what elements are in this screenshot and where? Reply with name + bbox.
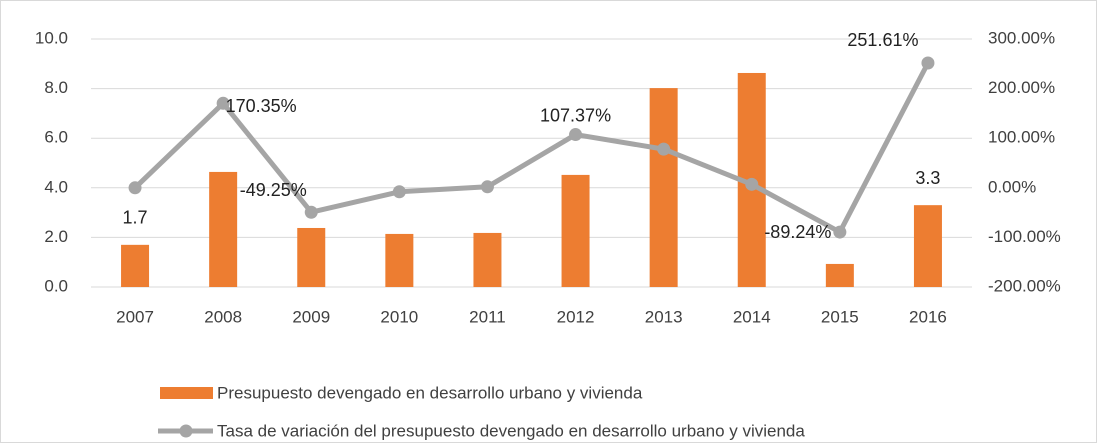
- data-label: 1.7: [123, 208, 148, 228]
- y2-tick-label: 0.00%: [988, 177, 1036, 196]
- x-tick-label: 2015: [821, 307, 859, 326]
- data-label: 170.35%: [226, 96, 297, 116]
- x-tick-label: 2008: [204, 307, 242, 326]
- bar: [297, 227, 326, 287]
- data-label: 107.37%: [540, 105, 611, 125]
- bar: [913, 205, 942, 287]
- line-marker: [480, 180, 494, 194]
- data-label: -89.24%: [764, 222, 831, 242]
- line-marker: [745, 177, 759, 191]
- data-label: -49.25%: [240, 180, 307, 200]
- y-tick-label: 10.0: [35, 28, 68, 47]
- x-tick-label: 2014: [733, 307, 771, 326]
- data-label: 251.61%: [847, 30, 918, 50]
- x-tick-label: 2011: [469, 307, 506, 326]
- line-marker: [569, 128, 583, 142]
- line-marker: [128, 181, 142, 195]
- legend-marker: [179, 424, 193, 438]
- line-marker: [304, 205, 318, 219]
- line-marker: [392, 185, 406, 199]
- bar: [121, 244, 150, 287]
- y2-tick-label: -200.00%: [988, 276, 1061, 295]
- line-marker: [657, 142, 671, 156]
- x-tick-label: 2010: [380, 307, 418, 326]
- x-tick-label: 2012: [557, 307, 595, 326]
- legend-label: Presupuesto devengado en desarrollo urba…: [217, 383, 643, 402]
- bar: [385, 233, 414, 287]
- line-marker: [216, 96, 230, 110]
- y-tick-label: 8.0: [44, 78, 68, 97]
- data-label: 3.3: [915, 168, 940, 188]
- y2-tick-label: 200.00%: [988, 78, 1055, 97]
- x-tick-label: 2009: [292, 307, 330, 326]
- y2-tick-label: -100.00%: [988, 227, 1061, 246]
- line-marker: [833, 225, 847, 239]
- legend-swatch: [160, 387, 213, 399]
- bar: [473, 232, 502, 287]
- bar: [561, 174, 590, 287]
- bar: [825, 263, 854, 287]
- line-marker: [921, 56, 935, 70]
- line: [133, 61, 931, 235]
- y-tick-label: 0.0: [44, 276, 68, 295]
- y2-tick-label: 100.00%: [988, 128, 1055, 147]
- legend-label: Tasa de variación del presupuesto deveng…: [217, 421, 805, 440]
- y-tick-label: 6.0: [44, 128, 68, 147]
- bar: [649, 88, 678, 287]
- y-tick-label: 4.0: [44, 177, 68, 196]
- x-tick-label: 2007: [116, 307, 154, 326]
- x-tick-label: 2013: [645, 307, 683, 326]
- x-tick-label: 2016: [909, 307, 947, 326]
- y2-tick-label: 300.00%: [988, 28, 1055, 47]
- bar: [209, 171, 238, 287]
- y-tick-label: 2.0: [44, 227, 68, 246]
